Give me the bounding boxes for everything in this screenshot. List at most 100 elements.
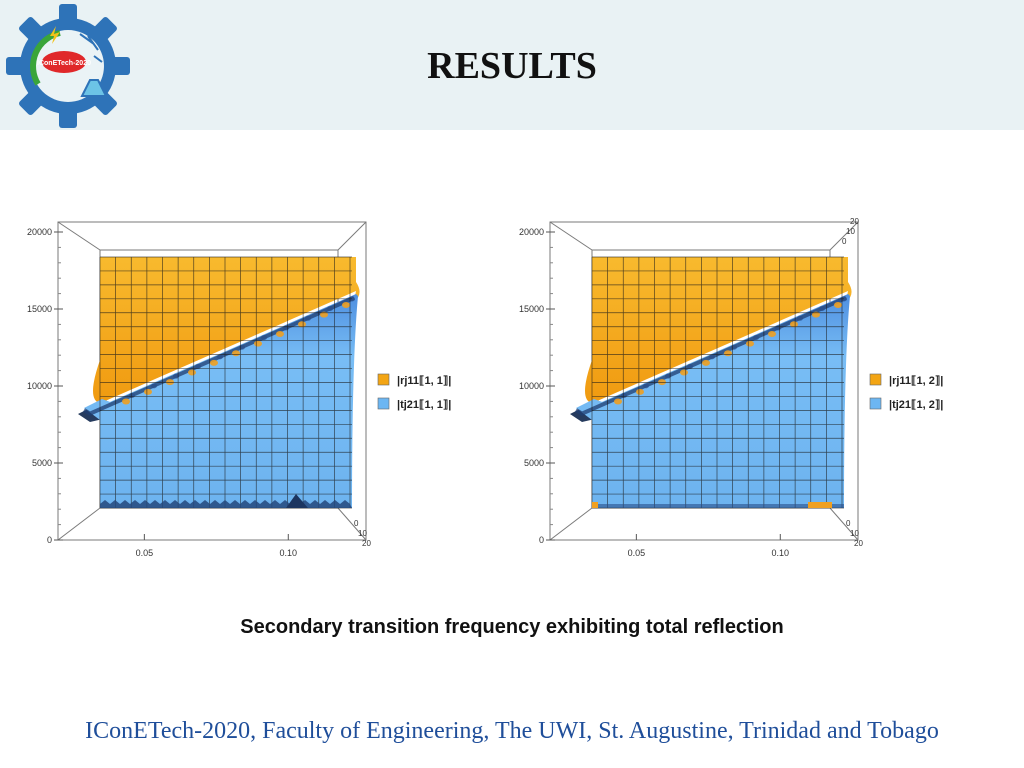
boundary-peak xyxy=(812,311,820,318)
figure-caption: Secondary transition frequency exhibitin… xyxy=(240,616,784,638)
legend-label: |rj11⟦1, 1⟧| xyxy=(397,375,451,387)
surface-plot-left: 0 5000 10000 15000 20000 0.05 0.10 0 10 20 |rj11⟦1… xyxy=(20,210,520,570)
depth-tick-label: 0 xyxy=(846,519,851,528)
boundary-dip xyxy=(665,373,671,379)
fringe-spike xyxy=(286,494,308,508)
boundary-dip xyxy=(195,364,201,370)
boundary-peak xyxy=(724,350,732,357)
boundary-peak xyxy=(210,359,218,366)
surface-plot-right: 0 5000 10000 15000 20000 0.05 0.10 0 10 20 20 10 0 |r… xyxy=(512,210,1012,570)
x-tick-label: 0.05 xyxy=(136,548,154,558)
boundary-dip xyxy=(709,354,715,360)
box-depth-edge xyxy=(549,221,593,251)
boundary-peak xyxy=(614,398,622,405)
boundary-dip xyxy=(173,373,179,379)
y-axis: 0 5000 10000 15000 20000 xyxy=(519,222,555,545)
x-axis: 0.05 0.10 xyxy=(136,534,297,558)
depth-tick-label: 20 xyxy=(362,539,371,548)
y-axis: 0 5000 10000 15000 20000 xyxy=(27,222,63,545)
legend: |rj11⟦1, 2⟧| |tj21⟦1, 2⟧| xyxy=(869,373,943,411)
boundary-peak xyxy=(834,302,842,309)
footer-text: IConETech-2020, Faculty of Engineering, … xyxy=(85,718,939,744)
box-depth-edge xyxy=(337,507,367,541)
depth-tick-label-top: 0 xyxy=(842,237,847,246)
y-tick-label: 20000 xyxy=(27,227,52,237)
iconetech-logo: IConETech-2020 xyxy=(6,4,130,128)
depth-tick-label-top: 20 xyxy=(850,217,859,226)
surface-blue xyxy=(84,294,358,508)
fringe-orange-right xyxy=(808,502,832,508)
surface-orange xyxy=(585,257,852,404)
bottom-fringe xyxy=(592,502,844,508)
x-axis: 0.05 0.10 xyxy=(628,534,789,558)
boundary-dip xyxy=(305,315,311,321)
boundary-peak xyxy=(790,321,798,328)
y-tick-label: 10000 xyxy=(27,381,52,391)
x-tick-label: 0.10 xyxy=(772,548,790,558)
surface-blue xyxy=(576,294,850,508)
y-tick-label: 15000 xyxy=(27,304,52,314)
boundary-peak xyxy=(232,350,240,357)
boundary-dip xyxy=(643,383,649,389)
boundary-peak xyxy=(276,330,284,337)
boundary-peak xyxy=(320,311,328,318)
boundary-dip xyxy=(621,392,627,398)
boundary-dip xyxy=(797,315,803,321)
boundary-peak xyxy=(768,330,776,337)
slide-header: IConETech-2020 RESULTS xyxy=(0,0,1024,130)
depth-tick-label: 10 xyxy=(358,529,367,538)
y-tick-label: 5000 xyxy=(524,458,544,468)
legend-swatch xyxy=(377,373,390,386)
legend-label: |tj21⟦1, 2⟧| xyxy=(889,399,943,411)
depth-tick-label: 20 xyxy=(854,539,863,548)
boundary-peak xyxy=(746,340,754,347)
box-depth-edge xyxy=(829,221,859,251)
x-tick-label: 0.10 xyxy=(280,548,298,558)
boundary-peak xyxy=(702,359,710,366)
legend-swatch xyxy=(869,397,882,410)
box-depth-edge xyxy=(57,221,101,251)
boundary-dip xyxy=(217,354,223,360)
legend-label: |rj11⟦1, 2⟧| xyxy=(889,375,943,387)
boundary-dip xyxy=(239,344,245,350)
y-tick-label: 0 xyxy=(47,535,52,545)
box-depth-edge xyxy=(829,507,859,541)
boundary-dip xyxy=(129,392,135,398)
depth-tick-label: 10 xyxy=(850,529,859,538)
legend: |rj11⟦1, 1⟧| |tj21⟦1, 1⟧| xyxy=(377,373,451,411)
x-tick-label: 0.05 xyxy=(628,548,646,558)
y-tick-label: 10000 xyxy=(519,381,544,391)
logo-text: IConETech-2020 xyxy=(37,60,91,67)
surface xyxy=(78,256,360,509)
surface xyxy=(570,256,852,509)
boundary-dip xyxy=(687,364,693,370)
boundary-dip xyxy=(819,306,825,312)
boundary-peak xyxy=(342,302,350,309)
bottom-fringe xyxy=(100,494,352,508)
boundary-peak xyxy=(680,369,688,376)
boundary-peak xyxy=(144,388,152,395)
boundary-dip xyxy=(261,335,267,341)
legend-label: |tj21⟦1, 1⟧| xyxy=(397,399,451,411)
y-tick-label: 15000 xyxy=(519,304,544,314)
boundary-peak xyxy=(188,369,196,376)
depth-tick-label-top: 10 xyxy=(846,227,855,236)
surface-mesh xyxy=(591,256,844,509)
depth-tick-label: 0 xyxy=(354,519,359,528)
box-depth-edge xyxy=(549,507,593,541)
legend-swatch xyxy=(377,397,390,410)
boundary-dip xyxy=(753,335,759,341)
box-depth-edge xyxy=(57,507,101,541)
fringe-dark xyxy=(592,504,844,508)
boundary-dip xyxy=(327,306,333,312)
boundary-dip xyxy=(775,325,781,331)
boundary-dip xyxy=(731,344,737,350)
y-tick-label: 20000 xyxy=(519,227,544,237)
y-tick-label: 5000 xyxy=(32,458,52,468)
boundary-peak xyxy=(298,321,306,328)
box-depth-edge xyxy=(337,221,367,251)
